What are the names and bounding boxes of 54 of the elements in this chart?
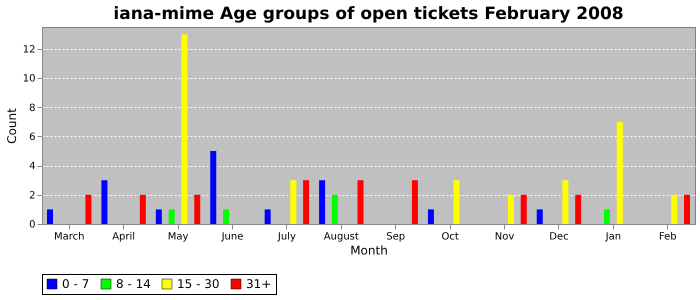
bar bbox=[156, 209, 162, 224]
y-tick-label: 10 bbox=[22, 74, 36, 85]
legend-label: 15 - 30 bbox=[177, 277, 220, 291]
x-tick-label: May bbox=[168, 232, 188, 242]
y-tick-label: 0 bbox=[29, 220, 36, 230]
x-tick-label: July bbox=[276, 232, 296, 242]
legend-label: 0 - 7 bbox=[62, 277, 90, 291]
x-tick-label: April bbox=[112, 232, 136, 242]
bar bbox=[454, 180, 460, 224]
legend-label: 8 - 14 bbox=[116, 277, 151, 291]
bar bbox=[684, 194, 690, 224]
y-tick-label: 2 bbox=[29, 190, 36, 202]
chart-title: iana-mime Age groups of open tickets February 2008 bbox=[113, 4, 624, 24]
x-tick-label: Nov bbox=[494, 232, 514, 242]
y-axis-title: Count bbox=[4, 108, 19, 144]
bar bbox=[508, 194, 514, 224]
bar bbox=[101, 180, 108, 224]
y-tick-label: 8 bbox=[29, 102, 36, 114]
x-axis-title: Month bbox=[350, 244, 388, 258]
bar bbox=[319, 180, 326, 224]
bar bbox=[358, 180, 364, 224]
bar bbox=[168, 209, 175, 224]
bar bbox=[428, 209, 434, 224]
bar bbox=[412, 180, 418, 224]
bar bbox=[210, 151, 216, 224]
x-tick-label: Sep bbox=[386, 232, 406, 242]
bar bbox=[85, 194, 92, 224]
bar bbox=[671, 194, 678, 224]
y-tick-label: 4 bbox=[29, 161, 36, 172]
bar bbox=[575, 194, 582, 224]
bar bbox=[47, 209, 53, 224]
bar bbox=[140, 194, 146, 224]
x-tick-label: Oct bbox=[441, 232, 459, 242]
bar bbox=[194, 194, 200, 224]
bar bbox=[604, 209, 610, 224]
bar bbox=[562, 180, 568, 224]
x-tick-label: Jan bbox=[604, 232, 622, 242]
bar bbox=[303, 180, 310, 224]
x-tick-label: June bbox=[220, 232, 244, 242]
y-tick-label: 6 bbox=[29, 132, 36, 143]
bar bbox=[290, 180, 296, 224]
bar bbox=[181, 34, 188, 224]
bar bbox=[616, 122, 623, 224]
y-tick-label: 12 bbox=[22, 44, 36, 56]
bar bbox=[332, 194, 338, 224]
x-tick-label: March bbox=[54, 232, 84, 242]
bar bbox=[264, 209, 271, 224]
legend-label: 31+ bbox=[246, 277, 272, 291]
x-tick-label: August bbox=[324, 232, 359, 242]
bar bbox=[536, 209, 543, 224]
x-tick-label: Dec bbox=[549, 232, 569, 242]
bar bbox=[223, 209, 230, 224]
bar bbox=[520, 194, 527, 224]
x-tick-label: Feb bbox=[658, 232, 677, 242]
